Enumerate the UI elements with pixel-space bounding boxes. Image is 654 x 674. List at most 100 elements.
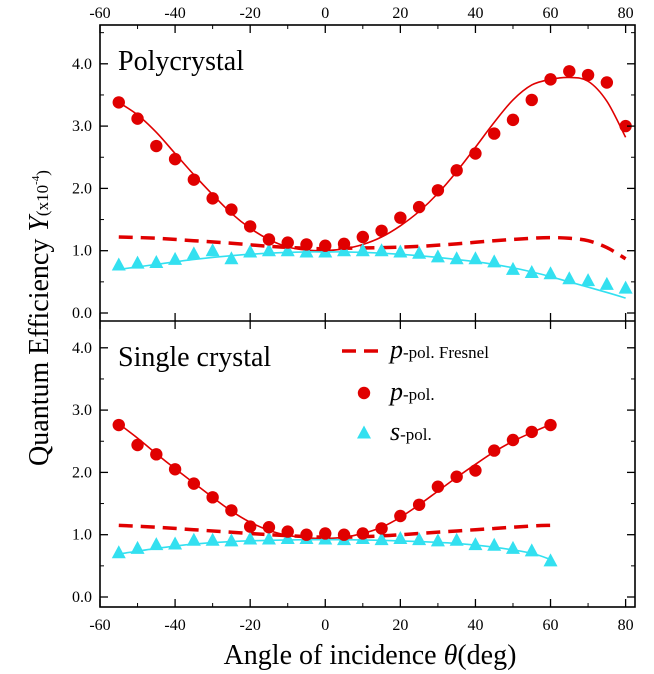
- x-tick-label-top: 0: [321, 5, 329, 22]
- data-point-s-pol-: [430, 249, 445, 263]
- data-point-s-pol-: [412, 245, 427, 259]
- data-point-p-pol-: [450, 470, 463, 483]
- y-axis-label-close: ): [33, 170, 52, 176]
- data-point-p-pol-: [356, 527, 370, 540]
- data-point-p-pol-: [131, 112, 144, 125]
- x-tick-label-top: 40: [467, 5, 483, 22]
- panel-title-polycrystal: Polycrystal: [118, 46, 244, 77]
- data-point-s-pol-: [449, 251, 464, 265]
- data-point-p-pol-: [112, 418, 125, 432]
- data-point-p-pol-: [488, 444, 501, 457]
- data-point-p-pol-: [375, 224, 388, 237]
- data-point-p-pol-: [206, 192, 219, 205]
- data-point-s-pol-: [111, 545, 126, 559]
- x-tick-label-top: 80: [618, 5, 634, 22]
- data-point-s-pol-: [543, 553, 558, 567]
- data-point-s-pol-: [243, 531, 258, 545]
- data-point-s-pol-: [524, 265, 539, 279]
- data-point-p-pol-: [319, 239, 332, 252]
- bottom-panel: [111, 418, 558, 567]
- data-point-p-pol-: [319, 527, 332, 540]
- x-tick-label-bottom: 20: [392, 617, 408, 634]
- y-tick-label: 3.0: [72, 402, 92, 419]
- y-axis-label-main: Quantum Efficiency: [24, 232, 55, 466]
- data-point-s-pol-: [130, 255, 145, 269]
- x-axis-label-main: Angle of incidence: [224, 640, 444, 671]
- y-axis-label-exponent: -4: [30, 175, 42, 185]
- x-tick-label-top: -60: [89, 5, 110, 22]
- x-tick-label-bottom: 60: [543, 617, 559, 634]
- data-point-p-pol-: [150, 448, 163, 461]
- x-tick-label-top: -40: [164, 5, 185, 22]
- data-point-p-pol-: [187, 173, 201, 186]
- axis-ticks: -60 -60 -40 -40 -20 -20 0 0 20 20 40 40 60 60 80 80 0.0 1…: [72, 5, 635, 634]
- data-point-p-pol-: [262, 233, 276, 246]
- data-point-p-pol-: [506, 433, 520, 447]
- data-point-p-pol-: [356, 230, 370, 244]
- data-point-s-pol-: [224, 251, 239, 265]
- data-point-p-pol-: [281, 525, 294, 538]
- data-point-p-pol-: [525, 425, 538, 439]
- data-point-p-pol-: [506, 113, 520, 127]
- y-tick-label: 0.0: [72, 589, 92, 606]
- legend-label-suffix: -pol.: [403, 385, 435, 404]
- data-point-s-pol-: [524, 543, 539, 557]
- x-axis-label-unit: (deg): [457, 640, 516, 671]
- data-point-s-pol-: [205, 532, 220, 546]
- data-point-p-pol-: [525, 93, 538, 107]
- data-point-s-pol-: [374, 243, 389, 257]
- data-point-p-pol-: [131, 438, 144, 452]
- data-point-s-pol-: [449, 532, 464, 546]
- data-point-s-pol-: [599, 276, 614, 290]
- x-tick-label-bottom: -20: [240, 617, 261, 634]
- y-tick-label: 2.0: [72, 180, 92, 197]
- x-tick-label-top: 20: [392, 5, 408, 22]
- data-point-p-pol-: [225, 504, 238, 517]
- top-panel: [111, 65, 633, 299]
- data-point-p-pol-: [168, 152, 182, 166]
- data-point-p-pol-: [581, 68, 595, 82]
- y-axis-label-unit: (x10: [33, 185, 52, 216]
- data-point-s-pol-: [299, 244, 314, 258]
- legend-label: p-pol. Fresnel: [388, 335, 489, 364]
- data-point-p-pol-: [206, 491, 219, 504]
- y-tick-label: 0.0: [72, 305, 92, 322]
- data-point-s-pol-: [393, 530, 408, 544]
- data-point-p-pol-: [262, 521, 276, 534]
- data-point-p-pol-: [488, 127, 501, 140]
- y-axis-label-symbol: Y: [24, 213, 55, 232]
- data-point-s-pol-: [205, 243, 220, 257]
- data-point-p-pol-: [337, 528, 351, 541]
- legend-label-suffix: -pol.: [400, 425, 432, 444]
- y-tick-label: 1.0: [72, 243, 92, 260]
- series-line-p-pol-fit: [118, 423, 551, 540]
- panel-title-single-crystal: Single crystal: [118, 342, 271, 373]
- data-point-p-pol-: [300, 528, 313, 541]
- data-point-s-pol-: [186, 532, 201, 546]
- data-point-p-pol-: [412, 498, 426, 511]
- data-point-p-pol-: [619, 119, 632, 133]
- legend-label-suffix: -pol. Fresnel: [403, 343, 489, 362]
- data-point-s-pol-: [374, 532, 389, 546]
- legend-label: p-pol.: [388, 377, 435, 406]
- data-point-s-pol-: [487, 537, 502, 551]
- data-point-s-pol-: [562, 271, 577, 285]
- series-line-s-pol-fit: [118, 538, 551, 561]
- data-point-s-pol-: [618, 280, 633, 294]
- x-axis-label: Angle of incidence θ(deg): [224, 640, 517, 671]
- legend-label-symbol: s: [390, 417, 400, 446]
- data-point-s-pol-: [543, 266, 558, 280]
- data-point-p-pol-: [243, 520, 257, 533]
- data-point-p-pol-: [394, 211, 407, 224]
- legend-label-symbol: p: [388, 335, 403, 364]
- data-point-s-pol-: [393, 244, 408, 258]
- data-point-s-pol-: [224, 533, 239, 547]
- data-point-p-pol-: [412, 200, 426, 214]
- x-tick-label-bottom: -60: [89, 617, 110, 634]
- data-point-s-pol-: [412, 532, 427, 546]
- data-point-p-pol-: [243, 220, 257, 233]
- x-axis-label-symbol: θ: [444, 640, 458, 671]
- data-point-p-pol-: [281, 236, 294, 249]
- data-point-p-pol-: [563, 65, 576, 78]
- data-point-p-pol-: [168, 463, 182, 476]
